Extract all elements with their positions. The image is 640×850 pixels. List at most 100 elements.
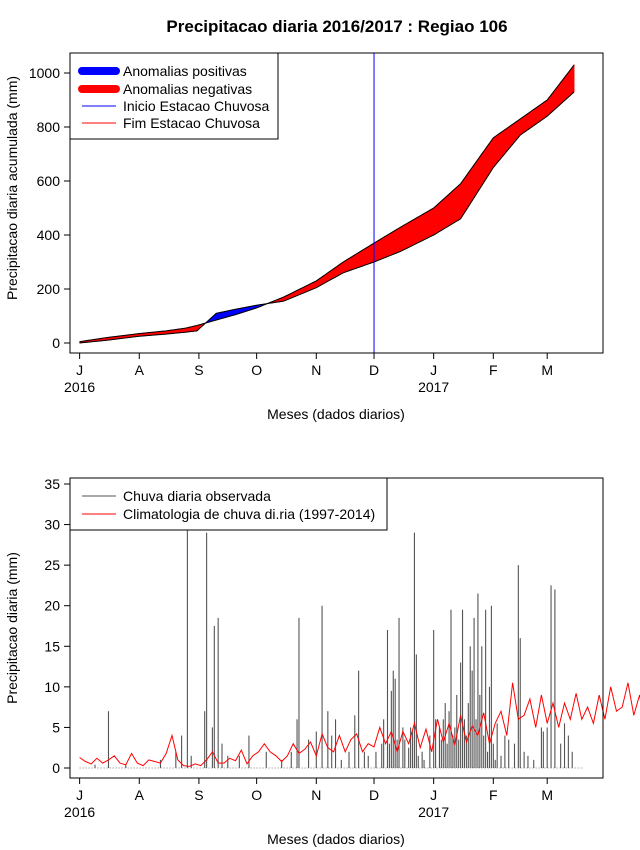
y-tick-label: 1000: [29, 65, 60, 81]
anomaly-band-segment: [433, 205, 437, 236]
daily-y-axis-label: Precipitacao diaria (mm): [4, 552, 20, 704]
anomaly-band-segment: [444, 195, 448, 229]
anomaly-band-segment: [440, 199, 443, 232]
anomaly-band-segment: [353, 253, 357, 270]
accumulated-legend: Anomalias positivas Anomalias negativas …: [69, 52, 279, 140]
anomaly-band-segment: [544, 99, 548, 119]
anomaly-band-segment: [504, 127, 508, 155]
anomaly-band-segment: [366, 245, 370, 266]
y-tick-label: 400: [37, 227, 61, 243]
anomaly-band-segment: [519, 116, 523, 136]
anomaly-band-segment: [449, 191, 452, 227]
y-tick-label: 0: [52, 760, 60, 776]
anomaly-band-segment: [437, 201, 441, 233]
x-tick-label-j: J: [430, 362, 437, 378]
x-tick-label-a: A: [135, 362, 145, 378]
x-tick-label-a: A: [135, 787, 145, 803]
y-tick-label: 30: [44, 517, 60, 533]
anomaly-band-segment: [533, 107, 537, 127]
y-tick-label: 20: [44, 598, 60, 614]
climatology-accumulated-line: [79, 64, 575, 343]
anomaly-band-segment: [417, 215, 421, 244]
anomaly-band-segment: [348, 256, 352, 272]
anomaly-band-segment: [430, 207, 434, 237]
anomaly-band-segment: [422, 212, 426, 241]
anomaly-band-segment: [463, 175, 467, 216]
anomaly-band-segment: [411, 218, 415, 247]
x-tick-label-j: J: [76, 787, 83, 803]
legend-label-anomalias-negativas: Anomalias negativas: [123, 81, 252, 97]
anomaly-band-segment: [468, 167, 472, 208]
anomaly-band-segment: [558, 81, 561, 107]
anomaly-band-segment: [446, 193, 450, 228]
anomaly-band-segment: [358, 250, 362, 268]
anomaly-band-segment: [571, 64, 575, 95]
y-tick-label: 200: [37, 281, 61, 297]
x-tick-label-f: F: [489, 787, 498, 803]
anomaly-band-segment: [398, 226, 402, 253]
anomaly-band-segment: [569, 66, 573, 97]
accumulated-precip-chart: Precipitacao diaria 2016/2017 : Regiao 1…: [4, 17, 604, 422]
anomaly-band-segment: [506, 126, 510, 153]
anomaly-band-segment: [497, 132, 501, 163]
anomaly-band-segment: [400, 224, 404, 252]
x-tick-label-j: J: [430, 787, 437, 803]
year-label-2016: 2016: [64, 804, 95, 820]
accumulated-y-axis-label: Precipitacao diaria acumulada (mm): [4, 76, 20, 300]
anomaly-band-segment: [460, 178, 464, 220]
anomaly-band-segment: [567, 69, 570, 99]
legend-label-inicio-estacao: Inicio Estacao Chuvosa: [123, 98, 270, 114]
anomaly-band-segment: [442, 197, 446, 231]
anomaly-band-segment: [453, 187, 457, 224]
anomaly-band-segment: [482, 148, 486, 186]
anomaly-band-segment: [522, 115, 526, 135]
legend-label-chuva-observada: Chuva diaria observada: [123, 488, 271, 504]
anomaly-band-segment: [396, 227, 400, 254]
anomaly-band-segment: [389, 231, 393, 257]
x-tick-label-n: N: [311, 362, 321, 378]
x-tick-label-o: O: [251, 787, 262, 803]
anomaly-band-segment: [562, 75, 566, 103]
daily-x-axis-label: Meses (dados diarios): [267, 831, 405, 847]
anomaly-band-segment: [384, 234, 388, 258]
anomaly-band-segment: [458, 183, 461, 221]
anomaly-band-segment: [493, 135, 496, 169]
anomaly-band-segment: [531, 108, 535, 128]
anomaly-band-segment: [355, 252, 359, 269]
x-tick-label-f: F: [489, 362, 498, 378]
anomaly-band-segment: [510, 123, 514, 147]
year-label-2016: 2016: [64, 379, 95, 395]
y-tick-label: 15: [44, 638, 60, 654]
x-tick-label-j: J: [76, 362, 83, 378]
climatology-line: [79, 682, 640, 767]
x-tick-label-n: N: [311, 787, 321, 803]
anomaly-band-segment: [513, 121, 517, 145]
y-tick-label: 0: [52, 335, 60, 351]
anomaly-band-segment: [502, 129, 505, 158]
anomaly-band-segment: [368, 244, 372, 265]
anomaly-band-segment: [476, 155, 480, 195]
anomaly-band-segment: [435, 203, 439, 235]
accumulated-x-axis-label: Meses (dados diarios): [267, 406, 405, 422]
anomaly-band-segment: [451, 189, 455, 225]
y-tick-label: 10: [44, 679, 60, 695]
y-tick-label: 600: [37, 173, 61, 189]
daily-y-axis: 0 5 10 15 20 25 30 35: [44, 476, 71, 776]
anomaly-band-segment: [375, 239, 379, 262]
legend-label-climatologia: Climatologia de chuva di.ria (1997-2014): [123, 506, 375, 522]
anomaly-band-segment: [350, 255, 354, 271]
daily-plot-area: [79, 528, 640, 769]
anomaly-band-segment: [363, 247, 367, 267]
anomaly-band-segment: [499, 130, 503, 161]
anomaly-band-segment: [378, 238, 382, 261]
x-tick-label-o: O: [251, 362, 262, 378]
daily-legend-box: [69, 477, 388, 531]
anomaly-band-segment: [382, 235, 386, 259]
anomaly-band-segment: [537, 104, 541, 124]
anomaly-band-segment: [508, 124, 512, 150]
anomaly-band-segment: [414, 216, 418, 245]
anomaly-band-segment: [345, 258, 349, 273]
anomaly-band-segment: [555, 84, 559, 109]
anomaly-band-segment: [425, 210, 429, 240]
anomaly-band-segment: [484, 144, 489, 182]
